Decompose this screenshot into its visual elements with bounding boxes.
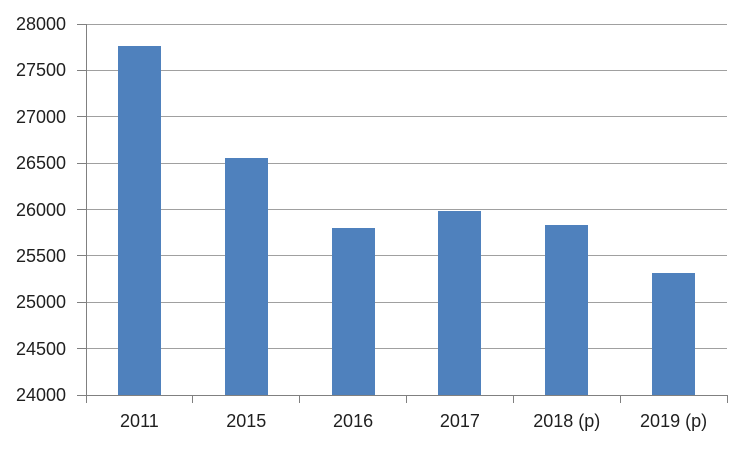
bar-2016 <box>331 227 375 395</box>
y-axis-line <box>85 24 87 395</box>
y-axis-tick-label: 26500 <box>15 153 66 174</box>
x-axis-tick-label: 2016 <box>333 411 374 431</box>
x-axis-line <box>86 394 727 396</box>
y-gridline <box>86 301 727 303</box>
y-gridline <box>86 209 727 210</box>
x-tick-mark <box>619 395 621 403</box>
y-gridline <box>86 255 727 257</box>
bar-2015 <box>224 158 268 395</box>
y-tick-mark <box>77 209 86 210</box>
bar-2018p <box>545 224 589 395</box>
y-tick-mark <box>77 394 86 396</box>
y-gridline <box>86 116 727 118</box>
x-tick-mark <box>299 395 301 403</box>
y-tick-mark <box>77 116 86 118</box>
x-tick-mark <box>512 395 514 403</box>
x-axis-tick-label: 2018 (p) <box>533 411 601 431</box>
y-tick-mark <box>77 69 86 71</box>
x-axis-tick-label: 2011 <box>120 411 159 431</box>
y-axis-tick-label: 27500 <box>15 60 66 81</box>
x-tick-mark <box>726 395 728 403</box>
x-tick-mark <box>406 395 407 403</box>
y-tick-mark <box>77 348 86 350</box>
y-axis-tick-label: 24500 <box>15 338 66 359</box>
y-gridline <box>86 348 727 350</box>
y-gridline <box>86 69 727 71</box>
y-tick-mark <box>77 255 86 257</box>
y-axis-tick-label: 25500 <box>15 245 66 266</box>
x-axis-tick-label: 2015 <box>226 411 267 431</box>
bar-2019p <box>652 273 696 395</box>
y-axis-tick-label: 27000 <box>15 106 66 127</box>
y-gridline <box>86 23 727 25</box>
y-axis-tick-label: 26000 <box>15 199 66 220</box>
y-tick-mark <box>77 301 86 303</box>
bar-2011 <box>117 46 161 395</box>
bar-2017 <box>438 211 482 395</box>
x-tick-mark <box>85 395 87 403</box>
x-tick-mark <box>192 395 194 403</box>
x-axis-tick-label: 2019 (p) <box>640 411 708 431</box>
y-axis-tick-label: 28000 <box>15 14 66 34</box>
y-axis-tick-label: 25000 <box>15 292 66 313</box>
y-tick-mark <box>77 23 86 25</box>
y-gridline <box>86 162 727 164</box>
y-axis-tick-label: 24000 <box>15 385 66 405</box>
x-axis-tick-label: 2017 <box>439 411 480 431</box>
y-tick-mark <box>77 162 86 164</box>
